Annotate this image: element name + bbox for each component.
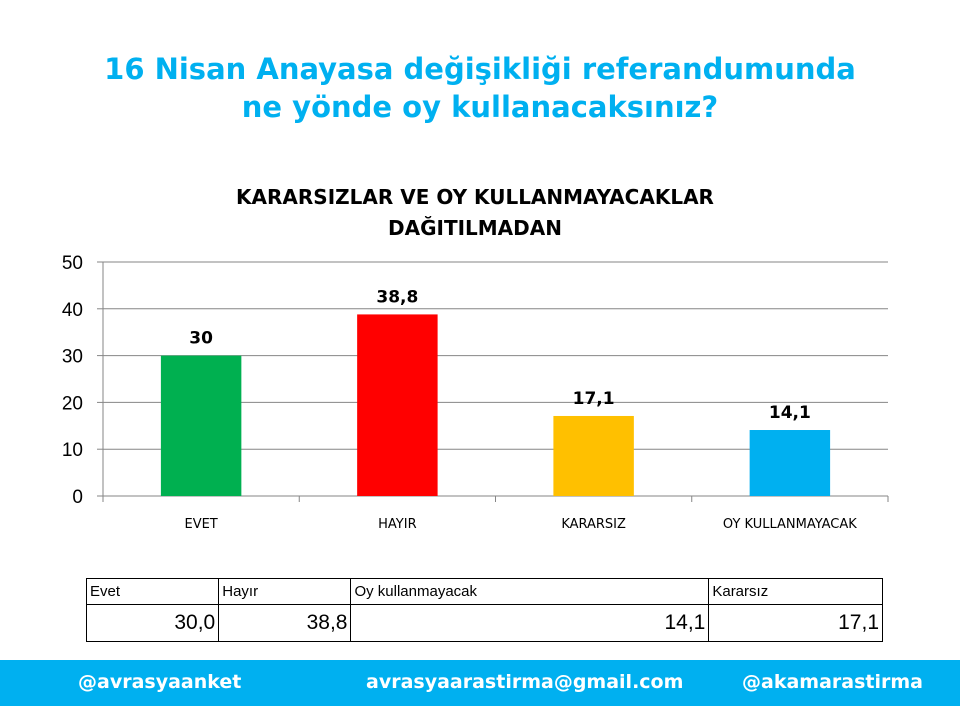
table-header-cell: Evet [85,578,220,605]
bar [160,355,242,496]
y-tick-label: 30 [62,347,83,368]
footer-bar: @avrasyaanket avrasyaarastirma@gmail.com… [0,660,960,706]
table-value-row: 30,0 38,8 14,1 17,1 [85,604,883,642]
bar-chart: 0 10 20 30 40 50 30 EVET 38,8 HAYIR 17,1 KARARSIZ 14… [62,253,889,532]
data-label: 30 [189,329,213,349]
table-value-cell: 17,1 [708,604,883,642]
y-tick-label: 20 [62,393,83,414]
slide-title-line: ne yönde oy kullanacaksınız? [241,90,719,124]
slide-title: 16 Nisan Anayasa değişikliği referandumu… [0,50,960,126]
x-category-label: OY KULLANMAYACAK [723,517,857,532]
footer-twitter-handle-2: @akamarastirma [742,671,923,693]
x-category-label: EVET [184,517,217,532]
y-tick-label: 10 [62,440,83,461]
slide-title-line: 16 Nisan Anayasa değişikliği referandumu… [104,52,856,86]
data-label: 17,1 [573,389,615,409]
data-label: 38,8 [376,287,418,307]
bar [749,430,831,496]
chart-title: KARARSIZLAR VE OY KULLANMAYACAKLAR DAĞIT… [150,182,800,244]
bar [357,314,438,496]
table-value-cell: 38,8 [218,604,352,642]
table-value-cell: 14,1 [350,604,710,642]
table-header-cell: Oy kullanmayacak [350,578,710,605]
table-header-cell: Hayır [218,578,352,605]
footer-email: avrasyaarastirma@gmail.com [366,671,684,693]
table-value-cell: 30,0 [85,604,220,642]
table-header-cell: Kararsız [708,578,883,605]
x-category-label: KARARSIZ [561,517,626,532]
table-header-row: Evet Hayır Oy kullanmayacak Kararsız [85,578,883,605]
data-table: Evet Hayır Oy kullanmayacak Kararsız 30,… [85,578,883,642]
data-label: 14,1 [769,403,811,423]
x-category-label: HAYIR [378,517,416,532]
y-tick-label: 0 [72,487,83,508]
chart-title-line: DAĞITILMADAN [388,216,562,240]
y-tick-label: 40 [62,300,83,321]
chart-title-line: KARARSIZLAR VE OY KULLANMAYACAKLAR [236,185,714,209]
footer-twitter-handle: @avrasyaanket [78,671,242,693]
y-tick-label: 50 [62,253,83,274]
bar [553,415,634,496]
